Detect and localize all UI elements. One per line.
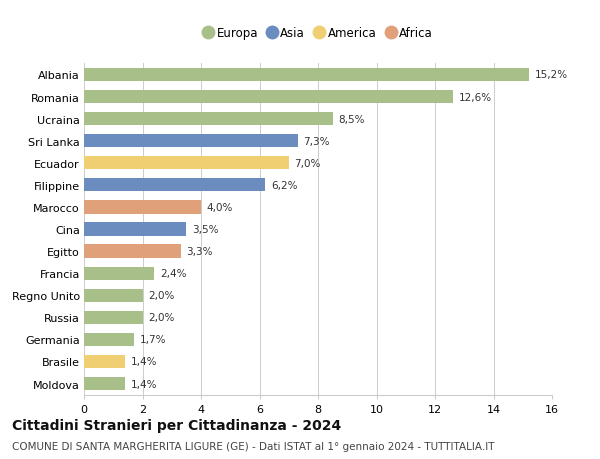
Text: 4,0%: 4,0% <box>207 202 233 213</box>
Bar <box>84 355 125 368</box>
Bar <box>84 245 181 258</box>
Bar <box>84 69 529 82</box>
Bar <box>84 311 143 324</box>
Text: Cittadini Stranieri per Cittadinanza - 2024: Cittadini Stranieri per Cittadinanza - 2… <box>12 418 341 431</box>
Bar <box>84 113 332 126</box>
Text: 1,4%: 1,4% <box>131 379 157 389</box>
Bar <box>84 179 265 192</box>
Bar <box>84 135 298 148</box>
Bar <box>84 267 154 280</box>
Text: 2,0%: 2,0% <box>148 313 175 323</box>
Text: 2,4%: 2,4% <box>160 269 187 279</box>
Text: 8,5%: 8,5% <box>338 114 365 124</box>
Text: 3,3%: 3,3% <box>187 246 213 257</box>
Legend: Europa, Asia, America, Africa: Europa, Asia, America, Africa <box>203 27 433 40</box>
Text: 6,2%: 6,2% <box>271 180 298 190</box>
Text: COMUNE DI SANTA MARGHERITA LIGURE (GE) - Dati ISTAT al 1° gennaio 2024 - TUTTITA: COMUNE DI SANTA MARGHERITA LIGURE (GE) -… <box>12 441 494 451</box>
Bar <box>84 333 134 346</box>
Text: 3,5%: 3,5% <box>192 224 219 235</box>
Bar <box>84 157 289 170</box>
Bar <box>84 201 201 214</box>
Text: 1,4%: 1,4% <box>131 357 157 367</box>
Text: 12,6%: 12,6% <box>458 92 491 102</box>
Text: 1,7%: 1,7% <box>140 335 166 345</box>
Bar <box>84 91 452 104</box>
Text: 7,3%: 7,3% <box>304 136 330 146</box>
Text: 2,0%: 2,0% <box>148 291 175 301</box>
Bar <box>84 223 187 236</box>
Text: 7,0%: 7,0% <box>295 158 321 168</box>
Text: 15,2%: 15,2% <box>535 70 568 80</box>
Bar <box>84 289 143 302</box>
Bar <box>84 377 125 390</box>
